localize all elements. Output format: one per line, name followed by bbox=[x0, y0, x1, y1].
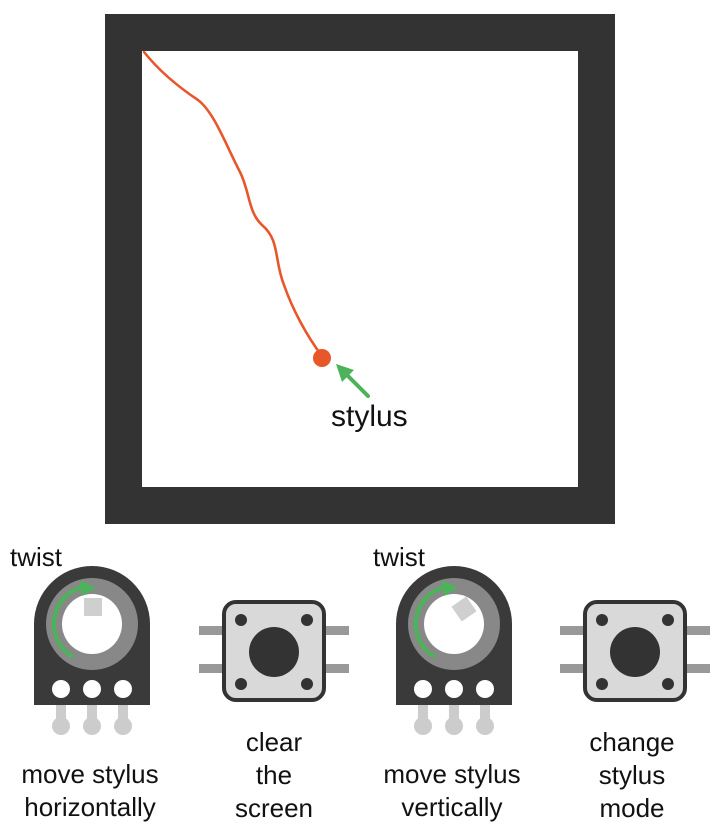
screen-canvas bbox=[142, 51, 578, 487]
label-line: move stylus bbox=[383, 759, 521, 789]
label-line: mode bbox=[599, 793, 665, 823]
twist-hint: twist bbox=[373, 542, 425, 572]
label-line: change bbox=[589, 727, 675, 757]
label-line: clear bbox=[245, 727, 303, 757]
stylus-trace bbox=[142, 50, 324, 358]
control-label-horizontal: move stylus horizontally bbox=[0, 758, 180, 824]
control-label-clear: clear the screen bbox=[214, 726, 334, 825]
stylus-pointer-arrow-head bbox=[336, 364, 354, 382]
stylus-label: stylus bbox=[331, 400, 408, 433]
label-line: the bbox=[255, 760, 293, 790]
stylus-pointer-arrow-shaft bbox=[344, 372, 370, 398]
label-line: vertically bbox=[401, 792, 503, 822]
label-line: stylus bbox=[598, 760, 666, 790]
label-line: move stylus bbox=[21, 759, 159, 789]
label-line: screen bbox=[234, 793, 314, 823]
twist-hint: twist bbox=[10, 542, 62, 572]
label-line: horizontally bbox=[24, 792, 156, 822]
control-label-vertical: move stylus vertically bbox=[362, 758, 542, 824]
stylus-dot bbox=[313, 349, 331, 367]
control-label-mode: change stylus mode bbox=[572, 726, 692, 825]
